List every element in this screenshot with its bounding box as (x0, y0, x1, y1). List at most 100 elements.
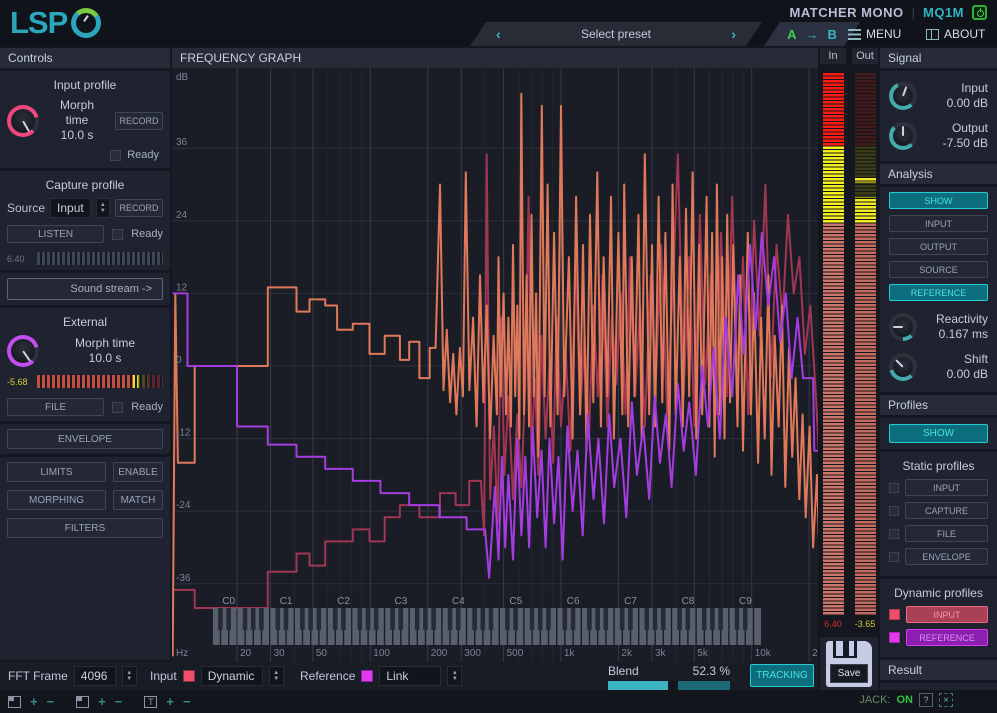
preset-select[interactable]: Select preset (581, 27, 651, 41)
static-input-button[interactable]: INPUT (905, 479, 988, 496)
dynamic-reference-button[interactable]: REFERENCE (906, 629, 988, 646)
signal-output-knob[interactable] (889, 122, 917, 150)
shift-knob[interactable] (889, 353, 917, 381)
in-meter-label: In (820, 48, 846, 64)
analysis-reference-button[interactable]: REFERENCE (889, 284, 988, 301)
input-morph-knob[interactable] (7, 105, 39, 137)
input-color-swatch[interactable] (183, 670, 195, 682)
capture-listen-button[interactable]: LISTEN (7, 225, 104, 243)
analysis-show-button[interactable]: SHOW (889, 192, 988, 209)
reference-color-swatch[interactable] (361, 670, 373, 682)
preset-prev-button[interactable]: ‹ (496, 26, 501, 42)
static-file-button[interactable]: FILE (905, 525, 988, 542)
external-ready-checkbox[interactable] (112, 402, 123, 413)
about-button[interactable]: ABOUT (926, 22, 985, 46)
fft-frame-select[interactable]: 4096 (74, 666, 116, 686)
limits-button[interactable]: LIMITS (7, 462, 106, 482)
ab-a-button[interactable]: A (787, 27, 796, 42)
static-file-checkbox[interactable] (889, 529, 899, 539)
external-morph-knob[interactable] (7, 335, 39, 367)
input-record-button[interactable]: RECORD (115, 112, 163, 130)
morphing-button[interactable]: MORPHING (7, 490, 106, 510)
dynamic-input-checkbox[interactable] (889, 609, 900, 620)
svg-text:20: 20 (240, 648, 252, 659)
analysis-output-button[interactable]: OUTPUT (889, 238, 988, 255)
capture-source-select[interactable]: Input (50, 198, 91, 218)
help-icon[interactable]: ? (919, 693, 933, 707)
static-envelope-checkbox[interactable] (889, 552, 899, 562)
input-morph-label: Morph time (60, 98, 94, 127)
analysis-input-button[interactable]: INPUT (889, 215, 988, 232)
lsp-logo[interactable]: LSP (10, 4, 101, 42)
plugin-title: MATCHER MONO (790, 5, 904, 20)
lsp-logo-text: LSP (10, 4, 67, 42)
svg-text:50: 50 (316, 648, 328, 659)
ab-arrow-icon[interactable]: → (806, 27, 819, 42)
input-mode-select[interactable]: Dynamic (201, 666, 263, 686)
static-envelope-button[interactable]: ENVELOPE (905, 548, 988, 565)
close-icon[interactable]: × (939, 693, 953, 707)
menu-button[interactable]: MENU (848, 22, 901, 46)
frequency-graph-header: FREQUENCY GRAPH (172, 48, 818, 68)
bottom-bar: FFT Frame 4096 ▲▼ Input Dynamic ▲▼ Refer… (0, 662, 819, 690)
static-capture-button[interactable]: CAPTURE (905, 502, 988, 519)
blend-slider[interactable] (608, 681, 730, 690)
sound-stream-button[interactable]: Sound stream -> (7, 278, 163, 300)
filters-button[interactable]: FILTERS (7, 518, 163, 538)
signal-input-knob[interactable] (889, 82, 917, 110)
match-mode-button[interactable]: MATCH (113, 490, 163, 510)
capture-ready-checkbox[interactable] (112, 229, 123, 240)
profiles-section: SHOW (880, 418, 997, 449)
input-ready-checkbox[interactable] (110, 150, 121, 161)
svg-text:300: 300 (464, 648, 481, 659)
static-capture-checkbox[interactable] (889, 506, 899, 516)
svg-text:10k: 10k (755, 648, 772, 659)
text-zoom-in-button[interactable]: + (166, 694, 174, 709)
frequency-graph-panel: FREQUENCY GRAPH dBHz3624120-12-24-362030… (172, 48, 818, 662)
envelope-section: ENVELOPE (0, 424, 170, 454)
preset-next-button[interactable]: › (731, 26, 736, 42)
svg-text:C2: C2 (337, 596, 350, 607)
graph-zoom-in-button[interactable]: + (30, 694, 38, 709)
panel-zoom-out-button[interactable]: − (115, 694, 123, 709)
envelope-button[interactable]: ENVELOPE (7, 429, 163, 449)
svg-text:-24: -24 (176, 500, 191, 511)
text-zoom-icon: T (144, 696, 157, 708)
reactivity-knob[interactable] (889, 313, 917, 341)
external-morph-value: 10.0 s (89, 351, 122, 365)
panel-zoom-in-button[interactable]: + (98, 694, 106, 709)
tracking-button[interactable]: TRACKING (750, 664, 814, 687)
capture-progress-bar (37, 252, 163, 265)
input-profile-title: Input profile (7, 76, 163, 98)
profiles-header: Profiles (880, 395, 997, 415)
enable-button[interactable]: ENABLE (113, 462, 163, 482)
dynamic-input-button[interactable]: INPUT (906, 606, 988, 623)
capture-record-button[interactable]: RECORD (115, 199, 163, 217)
static-input-checkbox[interactable] (889, 483, 899, 493)
reference-mode-select[interactable]: Link (379, 666, 441, 686)
graph-zoom-out-button[interactable]: − (47, 694, 55, 709)
analysis-source-button[interactable]: SOURCE (889, 261, 988, 278)
svg-text:C8: C8 (682, 596, 695, 607)
profiles-show-button[interactable]: SHOW (889, 424, 988, 443)
analysis-header: Analysis (880, 164, 997, 184)
external-file-button[interactable]: FILE (7, 398, 104, 416)
dynamic-profiles-title: Dynamic profiles (887, 584, 990, 606)
io-meters: In 6.40 Out -3.65 (819, 48, 879, 637)
frequency-plot[interactable]: dBHz3624120-12-24-362030501002003005001k… (172, 68, 818, 662)
right-sidebar: Signal Input0.00 dB Output-7.50 dB Analy… (880, 48, 997, 690)
save-label: Save (830, 664, 868, 683)
mode-buttons-section: LIMITS ENABLE MORPHING MATCH FILTERS (0, 457, 170, 660)
reference-mode-spinner[interactable]: ▲▼ (447, 666, 462, 686)
svg-text:5k: 5k (697, 648, 709, 659)
power-icon[interactable] (972, 5, 987, 20)
external-level-meter (37, 375, 163, 388)
text-zoom-out-button[interactable]: − (183, 694, 191, 709)
save-button[interactable]: Save (826, 641, 872, 687)
ab-b-button[interactable]: B (828, 27, 837, 42)
capture-source-spinner[interactable]: ▲▼ (96, 198, 110, 218)
fft-frame-spinner[interactable]: ▲▼ (122, 666, 137, 686)
dynamic-reference-checkbox[interactable] (889, 632, 900, 643)
input-mode-spinner[interactable]: ▲▼ (269, 666, 284, 686)
input-mode-label: Input (150, 669, 177, 683)
